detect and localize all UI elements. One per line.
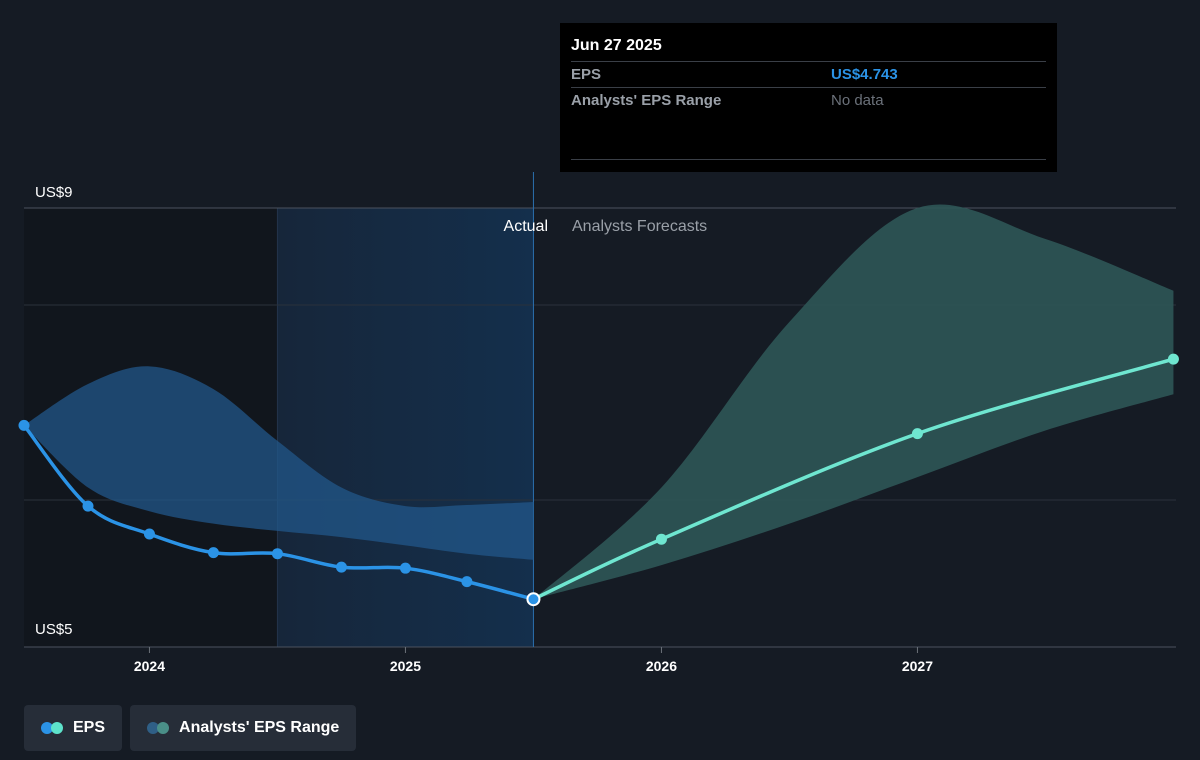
forecast-label: Analysts Forecasts — [572, 218, 707, 235]
eps-swatch-icon — [41, 722, 63, 734]
tooltip-eps-label: EPS — [571, 66, 602, 83]
legend: EPS Analysts' EPS Range — [24, 705, 357, 751]
actual-eps-point[interactable] — [335, 561, 347, 573]
actual-eps-point[interactable] — [461, 576, 473, 588]
recent-actual-region — [277, 208, 534, 647]
tooltip-row-range: Analysts' EPS Range No data — [571, 87, 1046, 113]
actual-eps-point[interactable] — [207, 547, 219, 559]
actual-range-band — [24, 366, 534, 560]
range-bands — [24, 204, 1174, 600]
legend-item-eps-range[interactable]: Analysts' EPS Range — [130, 705, 357, 751]
actual-label: Actual — [504, 218, 548, 235]
current-eps-point[interactable] — [526, 592, 541, 607]
legend-eps-label: EPS — [73, 719, 106, 736]
legend-item-eps[interactable]: EPS — [24, 705, 123, 751]
forecast-range-band — [533, 204, 1174, 600]
actual-eps-point[interactable] — [399, 562, 411, 574]
actual-eps-point[interactable] — [82, 500, 94, 512]
actual-eps-point[interactable] — [271, 548, 283, 560]
forecast-eps-point[interactable] — [911, 428, 923, 440]
tooltip-divider — [571, 159, 1046, 160]
x-tick-label: 2025 — [390, 658, 421, 674]
actual-eps-point[interactable] — [18, 419, 30, 431]
forecast-eps-point[interactable] — [655, 533, 667, 545]
eps-points — [18, 353, 1179, 607]
tooltip-range-label: Analysts' EPS Range — [571, 92, 722, 109]
legend-range-label: Analysts' EPS Range — [179, 719, 340, 736]
y-label-bottom: US$5 — [35, 621, 73, 638]
tooltip-date: Jun 27 2025 — [571, 37, 662, 54]
actual-eps-point[interactable] — [143, 528, 155, 540]
range-swatch-icon — [147, 722, 170, 734]
y-label-top: US$9 — [35, 184, 73, 201]
tooltip-row-eps: EPS US$4.743 — [571, 61, 1046, 87]
x-tick-label: 2024 — [134, 658, 165, 674]
forecast-eps-point[interactable] — [1167, 353, 1179, 365]
tooltip-range-value: No data — [831, 92, 884, 109]
forecast-eps-line — [531, 357, 1176, 601]
x-tick-label: 2027 — [902, 658, 933, 674]
hover-tooltip: Jun 27 2025 EPS US$4.743 Analysts' EPS R… — [560, 23, 1057, 172]
x-axis-ticks: 2024 2025 2026 2027 — [134, 647, 933, 674]
x-tick-label: 2026 — [646, 658, 677, 674]
tooltip-eps-value: US$4.743 — [831, 66, 898, 83]
